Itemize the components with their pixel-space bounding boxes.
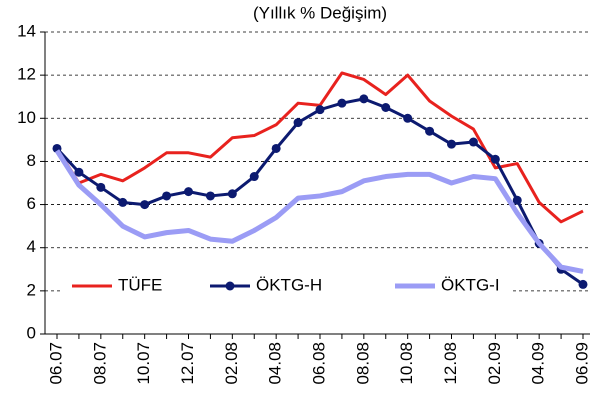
y-tick-label: 6 xyxy=(27,194,36,213)
x-tick-label: 02.09 xyxy=(485,342,504,385)
marker xyxy=(118,197,128,207)
legend-marker xyxy=(225,281,235,291)
marker xyxy=(512,195,522,205)
legend-label: ÖKTG-H xyxy=(256,275,322,294)
x-tick-label: 06.09 xyxy=(572,342,591,385)
x-tick-label: 04.09 xyxy=(529,342,548,385)
legend-box xyxy=(62,272,512,300)
marker xyxy=(468,137,478,147)
marker xyxy=(74,167,84,177)
y-tick-label: 2 xyxy=(27,280,36,299)
marker xyxy=(227,189,237,199)
x-tick-label: 12.08 xyxy=(441,342,460,385)
marker xyxy=(140,200,150,210)
legend-label: ÖKTG-I xyxy=(441,275,500,294)
y-tick-label: 10 xyxy=(17,108,36,127)
marker xyxy=(205,191,215,201)
x-tick-label: 06.08 xyxy=(309,342,328,385)
x-tick-label: 02.08 xyxy=(222,342,241,385)
y-tick-label: 8 xyxy=(27,151,36,170)
y-tick-label: 14 xyxy=(17,21,36,40)
marker xyxy=(184,187,193,197)
y-tick-label: 4 xyxy=(27,237,36,256)
marker xyxy=(359,94,369,104)
marker xyxy=(271,143,281,153)
marker xyxy=(315,105,325,115)
series-line xyxy=(54,149,584,274)
chart-title: (Yıllık % Değişim) xyxy=(253,3,387,22)
marker xyxy=(425,126,435,136)
x-tick-label: 08.07 xyxy=(90,342,109,385)
x-tick-label: 10.07 xyxy=(134,342,153,385)
y-tick-label: 0 xyxy=(27,323,36,342)
y-tick-label: 12 xyxy=(17,65,36,84)
x-tick-label: 10.08 xyxy=(397,342,416,385)
x-tick-label: 12.07 xyxy=(178,342,197,385)
marker xyxy=(578,279,588,289)
x-tick-label: 04.08 xyxy=(266,342,285,385)
x-tick-label: 06.07 xyxy=(46,342,65,385)
series-line xyxy=(55,71,584,224)
marker xyxy=(249,172,259,182)
marker xyxy=(381,103,391,112)
marker xyxy=(490,154,500,164)
x-tick-label: 08.08 xyxy=(353,342,372,385)
legend-label: TÜFE xyxy=(118,275,162,294)
marker xyxy=(162,191,172,201)
marker xyxy=(447,139,456,149)
marker xyxy=(96,182,106,192)
marker xyxy=(293,118,303,128)
marker xyxy=(403,113,413,123)
marker xyxy=(337,98,347,108)
